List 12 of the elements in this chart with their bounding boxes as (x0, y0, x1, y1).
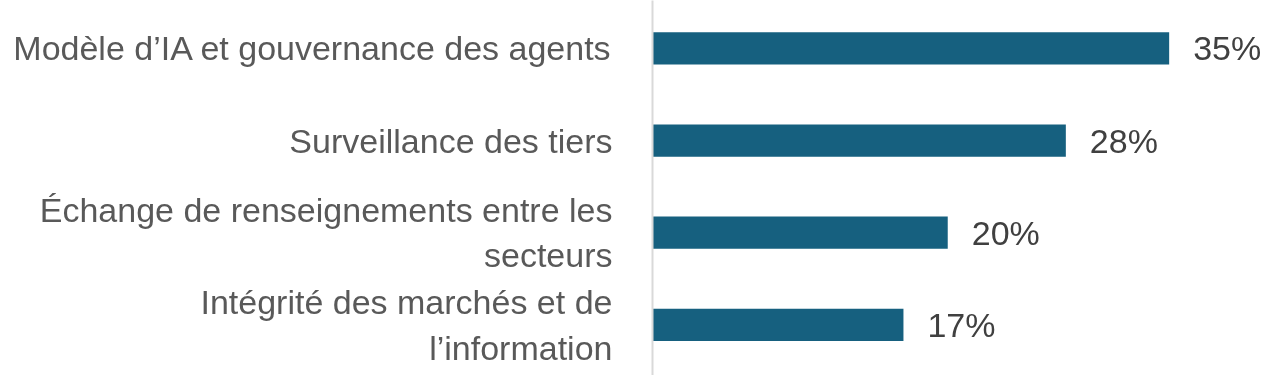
y-tick-label: Surveillance des tiers (289, 121, 613, 160)
y-tick-label: Intégrité des marchés et de l’information (200, 283, 613, 367)
y-tick-label: Échange de renseignements entre les secteurs (39, 190, 613, 275)
bar (652, 124, 1066, 157)
data-label: 35% (1193, 29, 1262, 68)
bar (652, 32, 1170, 65)
data-label: 20% (971, 213, 1040, 252)
bar (652, 216, 948, 249)
bar (652, 308, 904, 341)
data-label: 17% (927, 305, 996, 344)
data-label: 28% (1089, 121, 1158, 160)
y-tick-label: Modèle d’IA et gouvernance des agents (13, 29, 611, 68)
